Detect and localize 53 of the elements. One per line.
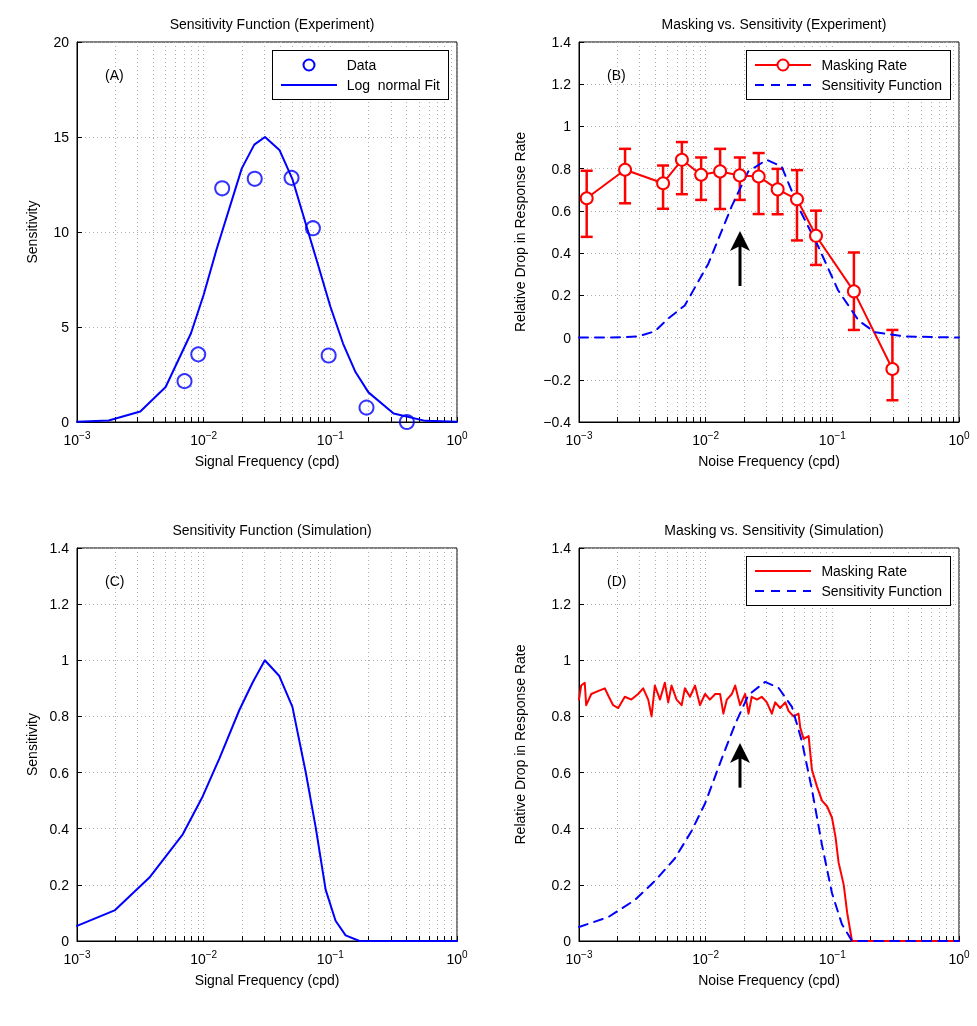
y-tick-label: 1.4 (551, 540, 572, 556)
chart-title: Masking vs. Sensitivity (Experiment) (661, 16, 887, 32)
y-tick-label: 0.4 (49, 820, 70, 837)
legend-label: Sensitivity Function (821, 77, 942, 93)
annotation: (B) (607, 67, 626, 83)
y-tick-label: 0.8 (551, 708, 572, 725)
y-tick-label: 1.4 (551, 34, 572, 50)
y-axis-title: Sensitivity (23, 712, 40, 777)
y-tick-label: 0 (563, 933, 572, 949)
y-tick-label: 0.8 (551, 160, 572, 177)
y-tick-label: 1.2 (49, 596, 70, 613)
y-tick-label: 1 (563, 652, 572, 669)
y-tick-label: 20 (53, 34, 70, 50)
y-axis-title: Relative Drop in Response Rate (512, 131, 528, 332)
y-tick-label: 0.6 (551, 202, 572, 219)
y-axis-title: Relative Drop in Response Rate (512, 644, 528, 845)
y-tick-label: 0.6 (551, 764, 572, 781)
y-tick-label: −0.4 (543, 414, 572, 430)
legend-label: Data (346, 57, 377, 73)
x-axis-title: Noise Frequency (cpd) (698, 453, 840, 469)
chart-title: Sensitivity Function (Simulation) (172, 522, 372, 538)
y-axis-title: Sensitivity (24, 200, 40, 264)
y-tick-label: 0.6 (49, 764, 70, 781)
y-tick-label: 0.8 (49, 708, 70, 725)
y-tick-label: 15 (53, 129, 70, 145)
annotation: (D) (607, 573, 627, 589)
y-tick-label: −0.2 (543, 371, 572, 388)
y-tick-label: 1.4 (49, 540, 70, 556)
y-tick-label: 0.2 (551, 876, 572, 893)
legend-label: Masking Rate (821, 563, 907, 579)
y-tick-label: 1.2 (551, 596, 572, 613)
y-tick-label: 1.2 (551, 76, 572, 93)
legend-label: Masking Rate (821, 57, 907, 73)
y-tick-label: 0 (563, 329, 572, 346)
y-tick-label: 0 (61, 933, 70, 949)
y-tick-label: 0.2 (551, 287, 572, 304)
y-tick-label: 1 (61, 652, 70, 669)
chart-title: Sensitivity Function (Experiment) (169, 16, 375, 32)
x-axis-title: Noise Frequency (cpd) (698, 972, 840, 988)
y-tick-label: 0.4 (551, 820, 572, 837)
chart-title: Masking vs. Sensitivity (Simulation) (664, 522, 884, 538)
annotation: (C) (105, 573, 125, 589)
y-tick-label: 0.2 (49, 876, 70, 893)
legend-label: Sensitivity Function (821, 583, 942, 599)
y-tick-label: 1 (563, 118, 572, 135)
y-tick-label: 0 (61, 414, 70, 430)
x-axis-title: Signal Frequency (cpd) (194, 453, 340, 469)
y-tick-label: 5 (61, 319, 70, 335)
y-tick-label: 10 (53, 224, 70, 240)
x-axis-title: Signal Frequency (cpd) (194, 972, 340, 988)
annotation: (A) (105, 67, 124, 83)
legend-label: Log normal Fit (346, 77, 440, 93)
y-tick-label: 0.4 (551, 245, 572, 262)
